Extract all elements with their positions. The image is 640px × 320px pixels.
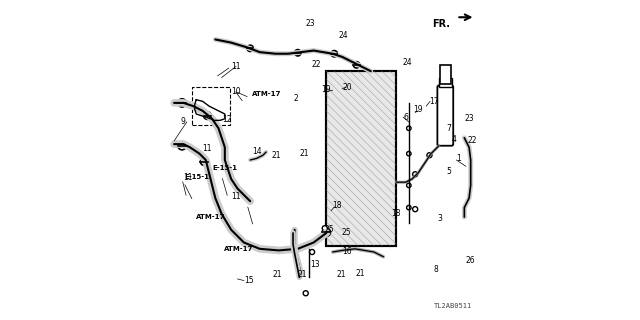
Text: 23: 23 (305, 19, 315, 28)
Text: FR.: FR. (432, 19, 450, 28)
Text: 18: 18 (392, 209, 401, 218)
Circle shape (406, 205, 411, 210)
Circle shape (406, 183, 411, 188)
FancyBboxPatch shape (440, 65, 451, 84)
Text: 5: 5 (446, 167, 451, 176)
Text: 16: 16 (342, 247, 352, 257)
Text: 17: 17 (429, 97, 439, 106)
Text: TL2AB0511: TL2AB0511 (434, 303, 472, 309)
Text: 11: 11 (231, 62, 241, 71)
Text: 18: 18 (333, 202, 342, 211)
Text: 11: 11 (203, 144, 212, 153)
Text: 4: 4 (452, 135, 456, 144)
Text: 26: 26 (465, 256, 475, 265)
Text: 7: 7 (446, 124, 451, 133)
Text: 11: 11 (184, 173, 193, 182)
Text: 22: 22 (311, 60, 321, 69)
Text: 3: 3 (437, 214, 442, 223)
Text: 12: 12 (222, 115, 232, 124)
Text: 21: 21 (356, 269, 365, 278)
Text: ATM-17: ATM-17 (224, 246, 253, 252)
Text: 21: 21 (273, 270, 282, 279)
Text: 19: 19 (413, 105, 423, 114)
FancyBboxPatch shape (437, 85, 453, 146)
Text: 25: 25 (341, 228, 351, 236)
Text: ATM-17: ATM-17 (196, 214, 225, 220)
Circle shape (413, 207, 418, 212)
Circle shape (413, 172, 418, 177)
Text: 25: 25 (324, 225, 334, 234)
Text: 14: 14 (252, 147, 262, 156)
Text: 2: 2 (293, 94, 298, 103)
Text: 19: 19 (321, 85, 332, 94)
Text: 21: 21 (298, 270, 307, 279)
Text: 21: 21 (300, 149, 309, 158)
Text: 21: 21 (272, 151, 282, 160)
Circle shape (406, 126, 411, 131)
Text: 6: 6 (404, 113, 408, 122)
Text: 8: 8 (433, 265, 438, 274)
Circle shape (427, 153, 432, 158)
Text: 11: 11 (231, 192, 241, 201)
Circle shape (322, 226, 327, 231)
Text: 20: 20 (343, 83, 353, 92)
Circle shape (406, 151, 411, 156)
Text: 24: 24 (403, 58, 412, 67)
Text: 13: 13 (310, 260, 320, 269)
Text: 9: 9 (180, 117, 186, 126)
FancyBboxPatch shape (326, 71, 396, 246)
Text: 21: 21 (337, 270, 346, 279)
Text: 22: 22 (468, 136, 477, 146)
Text: ATM-17: ATM-17 (252, 91, 281, 97)
Circle shape (303, 291, 308, 296)
Text: 10: 10 (231, 87, 241, 96)
Text: 1: 1 (456, 154, 461, 163)
Circle shape (310, 250, 315, 254)
Text: E-15-1: E-15-1 (212, 165, 237, 171)
Text: 23: 23 (465, 114, 474, 123)
FancyBboxPatch shape (439, 77, 452, 87)
Text: 24: 24 (339, 31, 348, 40)
Text: 15: 15 (244, 276, 253, 285)
Text: E-15-1: E-15-1 (184, 174, 209, 180)
